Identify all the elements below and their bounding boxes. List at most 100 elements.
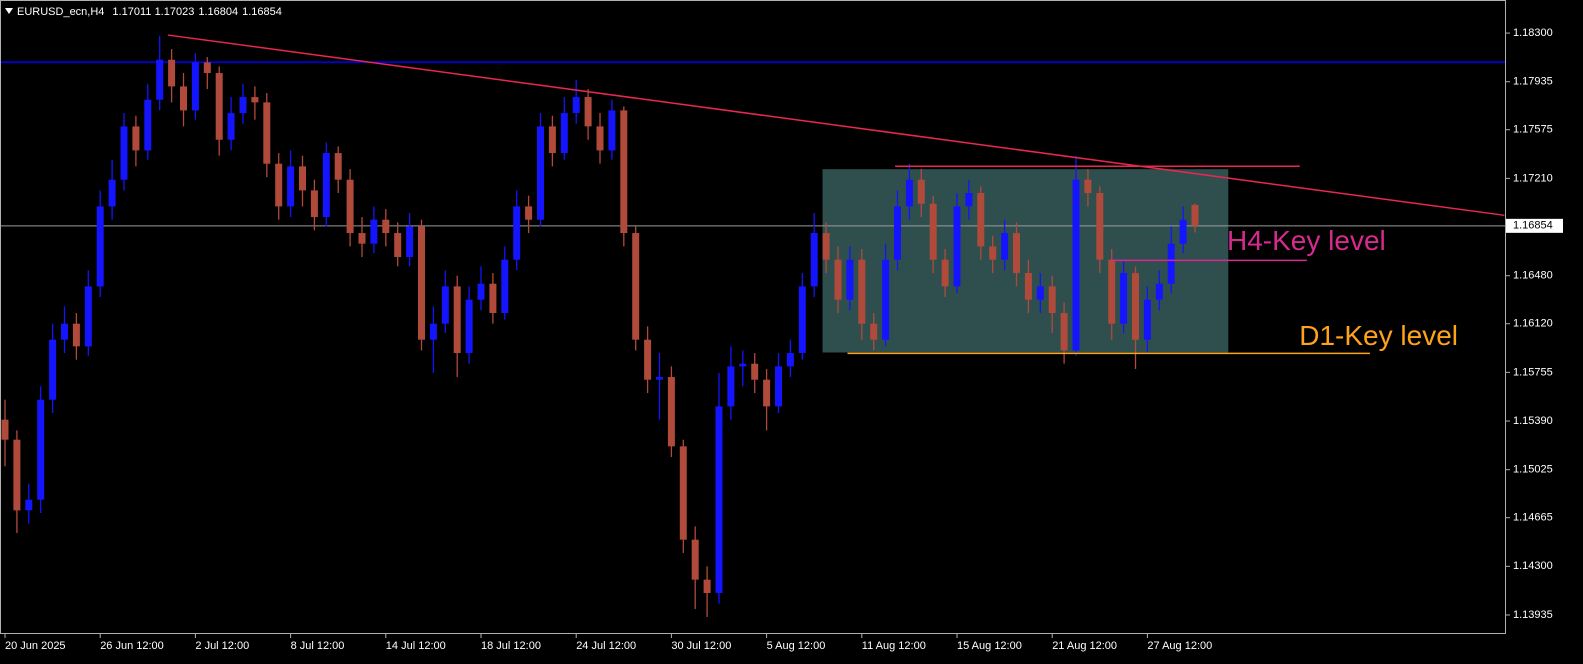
- candle-body: [322, 153, 330, 218]
- candle-body: [822, 233, 830, 260]
- x-tick-label: 18 Jul 12:00: [481, 640, 541, 652]
- candle-body: [596, 126, 604, 151]
- y-tick-label: 1.16120: [1513, 318, 1553, 330]
- x-tick-label: 14 Jul 12:00: [386, 640, 446, 652]
- x-tick-label: 26 Jun 12:00: [100, 640, 164, 652]
- y-tick-label: 1.15025: [1513, 464, 1553, 476]
- candle-body: [156, 59, 164, 100]
- key-level-label: H4-Key level: [1227, 225, 1386, 256]
- candle-body: [227, 113, 235, 140]
- high-value: 1.17023: [155, 6, 195, 18]
- candle-body: [441, 286, 449, 324]
- candle-body: [1084, 179, 1092, 194]
- candle-body: [251, 97, 259, 103]
- candle-body: [1, 419, 9, 440]
- candle-body: [61, 323, 68, 340]
- candle-body: [49, 339, 57, 400]
- candle-body: [1108, 259, 1116, 324]
- x-tick-label: 2 Jul 12:00: [195, 640, 249, 652]
- candle-body: [96, 206, 104, 287]
- low-value: 1.16804: [198, 6, 238, 18]
- candle-body: [644, 339, 652, 380]
- candle-body: [310, 190, 318, 218]
- candle-body: [1036, 286, 1044, 300]
- candle-body: [1048, 286, 1056, 314]
- menu-arrow[interactable]: [5, 8, 13, 14]
- candle-body: [965, 193, 973, 207]
- y-tick-label: 1.13935: [1513, 609, 1553, 621]
- y-tick-label: 1.16480: [1513, 270, 1553, 282]
- candle-body: [667, 377, 675, 447]
- candle-body: [382, 219, 390, 234]
- candle-body: [406, 226, 414, 258]
- candle-body: [501, 259, 509, 314]
- candle-body: [275, 163, 283, 207]
- candle-body: [537, 126, 544, 220]
- candle-body: [703, 579, 711, 594]
- y-tick-label: 1.15390: [1513, 415, 1553, 427]
- header: EURUSD_ecn,H4 1.17011 1.17023 1.16804 1.1685…: [17, 6, 282, 18]
- candle-body: [608, 110, 616, 151]
- candle-body: [525, 206, 533, 220]
- candle-body: [739, 363, 747, 367]
- candle-body: [358, 233, 366, 244]
- candle-body: [418, 226, 425, 340]
- candle-body: [858, 259, 866, 324]
- candle-body: [786, 353, 794, 367]
- candle-body: [882, 259, 890, 340]
- price-label-bg: [1506, 218, 1563, 233]
- candle-body: [846, 259, 854, 300]
- y-tick-label: 1.17575: [1513, 124, 1553, 136]
- open-value: 1.17011: [112, 6, 151, 18]
- candle-body: [1120, 273, 1128, 324]
- key-level-label: D1-Key level: [1299, 320, 1458, 351]
- candle-body: [798, 286, 806, 354]
- candle-body: [715, 406, 723, 594]
- x-tick-label: 24 Jul 12:00: [576, 640, 636, 652]
- candle-body: [287, 166, 295, 207]
- x-tick-label: 11 Aug 12:00: [862, 640, 926, 652]
- candle-body: [572, 97, 580, 114]
- candle-body: [191, 62, 199, 111]
- candle-body: [394, 233, 402, 258]
- candle-body: [1096, 193, 1104, 260]
- candle-body: [1072, 179, 1080, 351]
- candle-body: [620, 110, 628, 234]
- x-tick-label: 20 Jun 2025: [5, 640, 66, 652]
- candle-body: [1191, 204, 1199, 226]
- candle-body: [120, 126, 128, 180]
- candle-body: [334, 153, 342, 180]
- candle-body: [989, 246, 997, 260]
- y-tick-label: 1.17210: [1513, 172, 1553, 184]
- candle-body: [1179, 219, 1187, 244]
- candle-body: [775, 366, 782, 407]
- candle-body: [560, 113, 568, 154]
- candle-body: [905, 179, 913, 207]
- y-tick-label: 1.15755: [1513, 366, 1553, 378]
- plot-area: [0, 34, 1505, 618]
- candle-body: [72, 323, 80, 347]
- candle-body: [810, 233, 818, 287]
- candle-body: [489, 283, 497, 314]
- candle-body: [977, 193, 985, 247]
- plot-frame: [0, 0, 1506, 634]
- candle-body: [465, 299, 473, 354]
- candle-body: [513, 206, 521, 260]
- candle-body: [477, 283, 485, 300]
- x-tick-label: 30 Jul 12:00: [671, 640, 731, 652]
- x-tick-label: 27 Aug 12:00: [1147, 640, 1212, 652]
- candle-body: [168, 59, 176, 87]
- candle-body: [1013, 233, 1020, 274]
- candle-body: [929, 203, 937, 260]
- candle-body: [370, 219, 378, 244]
- candle-body: [215, 73, 223, 140]
- candle-body: [834, 259, 842, 300]
- candle-body: [299, 166, 306, 191]
- candle-body: [763, 379, 771, 407]
- x-tick-label: 8 Jul 12:00: [291, 640, 345, 652]
- candle-body: [941, 259, 949, 287]
- candle-body: [679, 446, 687, 540]
- candle-body: [751, 363, 759, 380]
- candle-body: [429, 323, 437, 340]
